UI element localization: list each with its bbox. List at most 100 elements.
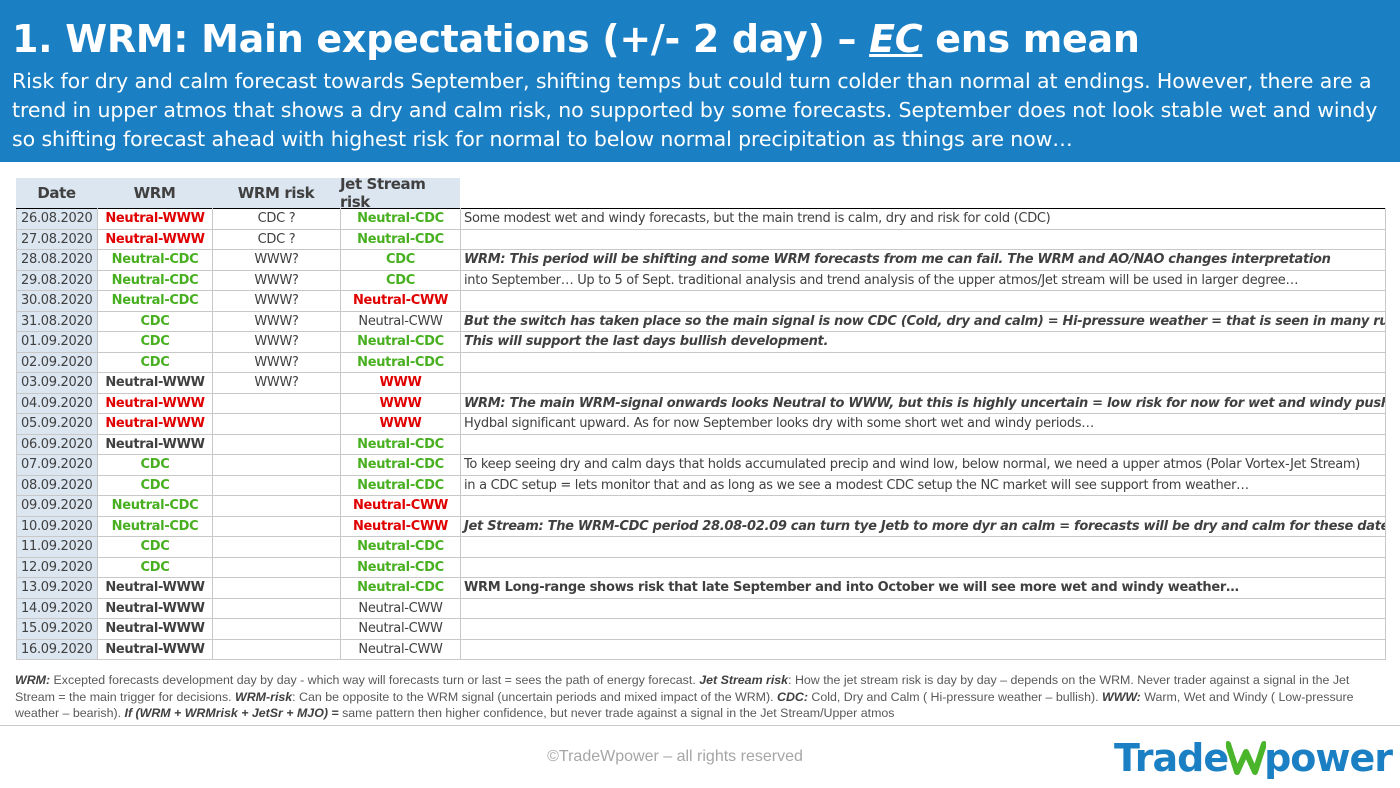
wrm-risk-cell [212, 515, 341, 537]
wrm-cell: CDC [97, 454, 213, 476]
date-cell: 09.09.2020 [16, 495, 98, 517]
note-cell [460, 597, 1386, 619]
note-cell: WRM Long-range shows risk that late Sept… [460, 577, 1386, 599]
table-row: 08.09.2020 CDC Neutral-CDC in a CDC setup =… [16, 474, 1386, 496]
date-cell: 26.08.2020 [16, 208, 98, 230]
table-row: 09.09.2020 Neutral-CDC Neutral-CWW [16, 495, 1386, 517]
wrm-risk-cell: CDC ? [212, 208, 341, 230]
note-cell: WRM: This period will be shifting and so… [460, 249, 1386, 271]
jet-stream-cell: Neutral-CDC [340, 228, 461, 250]
table-row: 29.08.2020 Neutral-CDC WWW? CDC into Septemb… [16, 269, 1386, 291]
note-cell: WRM: The main WRM-signal onwards looks N… [460, 392, 1386, 414]
date-cell: 30.08.2020 [16, 290, 98, 312]
jet-stream-cell: Neutral-CDC [340, 577, 461, 599]
jet-stream-cell: Neutral-CDC [340, 536, 461, 558]
date-cell: 15.09.2020 [16, 618, 98, 640]
footnote-key-if: If (WRM + WRMrisk + JetSr + MJO) = [124, 706, 339, 720]
table-row: 01.09.2020 CDC WWW? Neutral-CDC This will su… [16, 331, 1386, 353]
note-cell [460, 372, 1386, 394]
jet-stream-cell: CDC [340, 269, 461, 291]
jet-stream-cell: WWW [340, 413, 461, 435]
footnote-key-wrm: WRM: [15, 673, 51, 687]
table-row: 05.09.2020 Neutral-WWW WWW Hydbal significa… [16, 413, 1386, 435]
table-row: 06.09.2020 Neutral-WWW Neutral-CDC [16, 433, 1386, 455]
header-banner: 1. WRM: Main expectations (+/- 2 day) – … [0, 0, 1400, 162]
wrm-cell: Neutral-CDC [97, 249, 213, 271]
table-row: 27.08.2020 Neutral-WWW CDC ? Neutral-CDC [16, 228, 1386, 250]
footnote-key-www: WWW: [1102, 689, 1141, 704]
jet-stream-cell: Neutral-CWW [340, 515, 461, 537]
date-cell: 11.09.2020 [16, 536, 98, 558]
title-ec: EC [869, 17, 923, 61]
date-cell: 14.09.2020 [16, 597, 98, 619]
table-row: 04.09.2020 Neutral-WWW WWW WRM: The main WR… [16, 392, 1386, 414]
note-cell [460, 638, 1386, 660]
footnote: WRM: Excepted forecasts development day … [15, 672, 1387, 722]
table-header: Date WRM WRM risk Jet Stream risk [16, 175, 1385, 211]
wrm-risk-cell [212, 618, 341, 640]
footnote-text: Excepted forecasts development day by da… [50, 673, 700, 687]
wrm-risk-cell [212, 577, 341, 599]
logo-text-left: Trade [1114, 736, 1229, 780]
table-row: 15.09.2020 Neutral-WWW Neutral-CWW [16, 618, 1386, 640]
title-part1: 1. WRM: Main expectations (+/- 2 day) – [12, 17, 870, 61]
wrm-risk-cell [212, 597, 341, 619]
jet-stream-cell: Neutral-CWW [340, 618, 461, 640]
jet-stream-cell: Neutral-CDC [340, 208, 461, 230]
wrm-cell: CDC [97, 556, 213, 578]
date-cell: 28.08.2020 [16, 249, 98, 271]
wrm-risk-cell [212, 454, 341, 476]
date-cell: 07.09.2020 [16, 454, 98, 476]
table-row: 07.09.2020 CDC Neutral-CDC To keep seeing d… [16, 454, 1386, 476]
wrm-risk-cell [212, 392, 341, 414]
date-cell: 02.09.2020 [16, 351, 98, 373]
wrm-cell: Neutral-WWW [97, 577, 213, 599]
table-row: 10.09.2020 Neutral-CDC Neutral-CWW Jet Stre… [16, 515, 1386, 537]
wrm-risk-cell: WWW? [212, 269, 341, 291]
footnote-text: same pattern then higher confidence, but… [338, 706, 895, 720]
wrm-risk-cell: WWW? [212, 372, 341, 394]
note-cell [460, 290, 1386, 312]
table-row: 03.09.2020 Neutral-WWW WWW? WWW [16, 372, 1386, 394]
wrm-cell: Neutral-CDC [97, 269, 213, 291]
wrm-risk-cell [212, 536, 341, 558]
footnote-text: Cold, Dry and Calm ( Hi-pressure weather… [807, 689, 1103, 704]
wrm-cell: CDC [97, 331, 213, 353]
date-cell: 03.09.2020 [16, 372, 98, 394]
table-row: 02.09.2020 CDC WWW? Neutral-CDC [16, 351, 1386, 373]
wrm-risk-cell [212, 556, 341, 578]
date-cell: 04.09.2020 [16, 392, 98, 414]
copyright: ©TradeWpower – all rights reserved [547, 748, 803, 765]
wrm-cell: Neutral-WWW [97, 392, 213, 414]
wrm-cell: Neutral-WWW [97, 208, 213, 230]
title-part2: ens mean [922, 17, 1140, 61]
wrm-cell: Neutral-CDC [97, 515, 213, 537]
note-cell [460, 556, 1386, 578]
note-cell [460, 536, 1386, 558]
date-cell: 16.09.2020 [16, 638, 98, 660]
table-row: 16.09.2020 Neutral-WWW Neutral-CWW [16, 638, 1386, 660]
header-wrm: WRM [97, 178, 212, 208]
header-wrm-risk: WRM risk [212, 178, 340, 208]
note-cell [460, 228, 1386, 250]
wrm-risk-cell [212, 413, 341, 435]
wrm-cell: Neutral-WWW [97, 372, 213, 394]
note-cell: Jet Stream: The WRM-CDC period 28.08-02.… [460, 515, 1386, 537]
w-wave-icon [1226, 741, 1267, 775]
note-cell: But the switch has taken place so the ma… [460, 310, 1386, 332]
jet-stream-cell: WWW [340, 392, 461, 414]
date-cell: 10.09.2020 [16, 515, 98, 537]
note-cell [460, 433, 1386, 455]
wrm-risk-cell: WWW? [212, 249, 341, 271]
jet-stream-cell: Neutral-CWW [340, 495, 461, 517]
forecast-table: Date WRM WRM risk Jet Stream risk 26.08.… [16, 175, 1386, 660]
wrm-cell: Neutral-WWW [97, 413, 213, 435]
note-cell: To keep seeing dry and calm days that ho… [460, 454, 1386, 476]
jet-stream-cell: CDC [340, 249, 461, 271]
jet-stream-cell: Neutral-CWW [340, 638, 461, 660]
date-cell: 27.08.2020 [16, 228, 98, 250]
jet-stream-cell: Neutral-CDC [340, 331, 461, 353]
jet-stream-cell: Neutral-CDC [340, 433, 461, 455]
wrm-risk-cell [212, 638, 341, 660]
wrm-risk-cell: WWW? [212, 351, 341, 373]
